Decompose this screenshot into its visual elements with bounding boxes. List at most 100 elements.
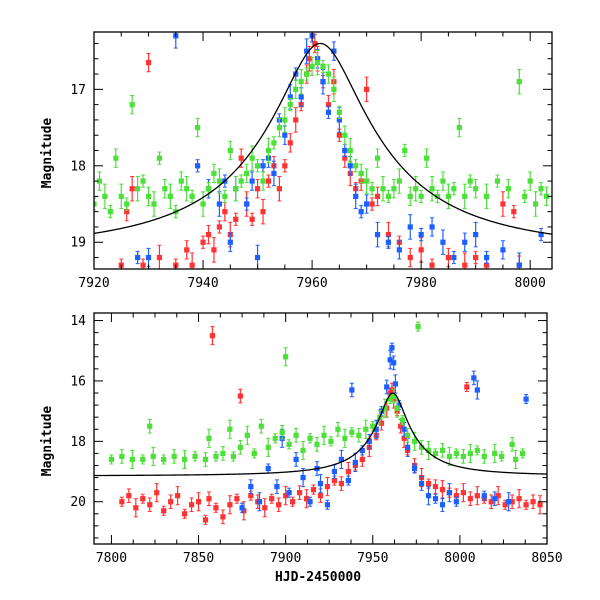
data-point-blue xyxy=(446,490,453,496)
data-point-green xyxy=(254,163,261,169)
data-point-blue xyxy=(396,247,402,253)
data-point-green xyxy=(321,432,327,438)
data-point-red xyxy=(262,505,268,511)
data-point-blue xyxy=(392,381,399,387)
data-point-blue xyxy=(492,496,498,502)
data-point-blue xyxy=(239,505,245,511)
x-tick-label: 7940 xyxy=(187,276,218,291)
data-point-blue xyxy=(389,345,395,351)
data-point-red xyxy=(488,499,494,505)
data-point-red xyxy=(188,502,195,508)
data-point-green xyxy=(156,155,163,161)
data-point-red xyxy=(293,117,299,123)
series-green xyxy=(108,321,526,470)
data-point-green xyxy=(413,186,419,192)
panel-1-frame xyxy=(93,312,548,545)
data-point-green xyxy=(162,186,168,192)
data-point-blue xyxy=(359,447,365,453)
data-point-green xyxy=(382,405,388,411)
data-point-green xyxy=(129,102,135,108)
data-point-blue xyxy=(374,231,381,238)
data-point-red xyxy=(439,487,446,493)
data-point-green xyxy=(445,193,452,199)
top-panel: Magnitude 7920 7940 7960 7980 8000 17 18 19 xyxy=(40,31,553,291)
data-point-blue xyxy=(425,493,432,499)
data-point-green xyxy=(387,396,393,402)
x-tick-label: 7960 xyxy=(296,276,327,291)
data-point-red xyxy=(227,502,233,508)
data-point-red xyxy=(237,393,243,399)
data-point-green xyxy=(492,450,498,457)
x-tick-label: 8000 xyxy=(515,276,546,291)
data-point-blue xyxy=(347,163,353,169)
top-panel-y-axis-title: Magnitude xyxy=(40,118,55,189)
data-point-red xyxy=(161,508,167,514)
data-point-green xyxy=(336,109,342,115)
data-point-red xyxy=(418,247,424,253)
data-point-green xyxy=(369,186,375,192)
data-point-blue xyxy=(265,465,271,472)
data-point-green xyxy=(227,426,233,432)
data-point-green xyxy=(271,140,277,146)
data-point-green xyxy=(182,456,188,463)
data-point-green xyxy=(145,193,152,199)
data-point-green xyxy=(113,155,119,161)
data-point-green xyxy=(460,453,466,460)
data-point-green xyxy=(300,447,306,453)
data-point-green xyxy=(283,354,289,360)
data-point-blue xyxy=(271,170,277,177)
data-point-blue xyxy=(248,484,254,490)
data-point-green xyxy=(307,435,313,441)
data-point-red xyxy=(338,481,345,487)
data-point-red xyxy=(374,193,381,199)
data-point-red xyxy=(523,502,529,508)
data-point-green xyxy=(380,186,386,192)
data-point-red xyxy=(369,201,375,207)
data-point-blue xyxy=(471,375,477,381)
data-point-red xyxy=(248,493,254,499)
data-point-blue xyxy=(260,163,266,169)
data-point-red xyxy=(345,468,351,475)
y-tick-label: 20 xyxy=(70,495,86,510)
data-point-blue xyxy=(378,408,385,414)
data-point-green xyxy=(205,186,212,192)
data-point-green xyxy=(347,147,353,154)
data-point-green xyxy=(211,170,217,177)
data-point-blue xyxy=(358,209,364,215)
data-point-red xyxy=(378,420,385,426)
data-point-blue xyxy=(345,477,351,484)
data-point-red xyxy=(129,186,135,192)
data-point-blue xyxy=(439,502,446,508)
data-point-red xyxy=(140,496,146,502)
data-point-blue xyxy=(349,387,355,393)
data-point-red xyxy=(464,384,470,390)
data-point-green xyxy=(415,323,421,330)
data-point-red xyxy=(195,499,202,505)
data-point-green xyxy=(481,453,487,460)
data-point-green xyxy=(335,426,341,432)
data-point-blue xyxy=(244,201,250,207)
data-point-red xyxy=(398,423,404,429)
data-point-green xyxy=(432,450,439,457)
data-point-red xyxy=(168,499,174,505)
data-point-red xyxy=(222,209,228,215)
data-point-blue xyxy=(331,48,337,54)
data-point-green xyxy=(467,450,473,457)
data-point-red xyxy=(254,186,261,192)
data-point-green xyxy=(509,441,515,447)
data-point-red xyxy=(511,209,517,215)
data-point-red xyxy=(502,502,508,508)
data-point-green xyxy=(325,71,332,77)
data-point-green xyxy=(328,438,334,444)
data-point-green xyxy=(364,178,370,184)
data-point-blue xyxy=(364,201,370,207)
data-point-green xyxy=(258,423,264,429)
data-point-green xyxy=(434,193,441,199)
data-point-green xyxy=(418,193,424,199)
data-point-green xyxy=(213,453,219,460)
data-point-red xyxy=(140,262,146,268)
data-point-red xyxy=(238,155,244,161)
data-point-blue xyxy=(500,247,506,253)
data-point-blue xyxy=(304,48,310,54)
data-point-blue xyxy=(483,254,490,261)
